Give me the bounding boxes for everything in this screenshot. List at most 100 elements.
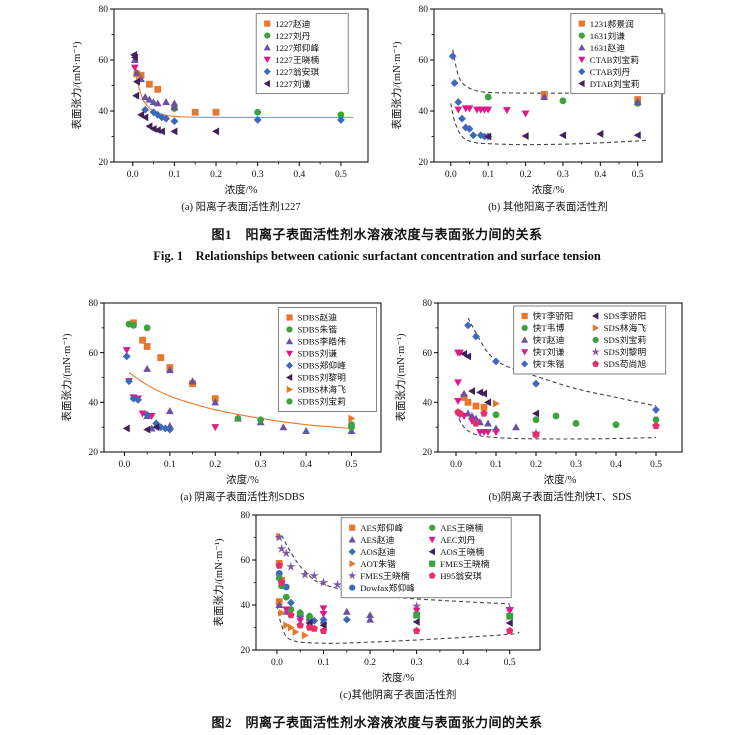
legend-label: DTAB刘宝莉 — [590, 78, 640, 89]
legend-marker — [347, 571, 357, 580]
data-point — [342, 607, 351, 615]
legend-item: AEC刘丹 — [428, 534, 476, 545]
data-point — [472, 402, 480, 410]
y-axis-label: 表面张力/(mN·m⁻¹) — [212, 538, 225, 627]
y-tick-label: 20 — [241, 646, 251, 656]
legend-item: SDS苟尚旭 — [592, 358, 646, 369]
data-point — [492, 399, 500, 408]
data-point — [211, 398, 220, 406]
legend-box: AES郑仰峰AES赵迪AOS赵迪AOT朱锴FMES王晓楠Dowfax郑仰峰AES… — [340, 517, 512, 599]
x-tick-label: 0.3 — [411, 658, 423, 668]
data-point — [278, 608, 286, 617]
data-point — [412, 607, 421, 615]
data-point — [465, 105, 474, 113]
data-point — [132, 91, 140, 100]
x-tick-label: 0.3 — [255, 460, 267, 470]
data-point — [532, 416, 540, 424]
data-point — [348, 414, 356, 423]
data-point — [145, 80, 153, 88]
legend-label: AOS王晓楠 — [440, 546, 484, 557]
data-point — [162, 114, 170, 123]
envelope-upper — [452, 49, 649, 94]
data-point — [460, 389, 468, 397]
x-axis-label: 浓度/% — [226, 473, 259, 486]
data-point — [310, 616, 319, 625]
legend-label: SDBS郑仰峰 — [298, 360, 347, 371]
y-tick-label: 80 — [99, 5, 109, 15]
legend-marker — [521, 336, 529, 343]
data-point — [286, 561, 296, 571]
data-point — [484, 419, 492, 427]
legend-marker — [285, 350, 294, 358]
legend-label: FMES王晓楠 — [360, 570, 410, 581]
chart-cationic-1227: 0.0 0.1 0.2 0.3 0.4 0.5 20 40 60 80 浓度/% 表面张力/(mN·m… — [68, 2, 380, 220]
x-axis-label: 浓度/% — [532, 183, 565, 196]
legend-item: 快T朱锴 — [521, 358, 565, 369]
data-point — [153, 110, 162, 119]
legend-box: SDBS赵迪SDBS朱锴SDBS李皓伟SDBS刘谦SDBS郑仰峰SDBS刘黎明S… — [278, 307, 377, 412]
data-point — [319, 610, 328, 618]
data-point — [143, 343, 151, 350]
x-tick-label: 0.4 — [300, 460, 312, 470]
legend-item: SDS林海飞 — [592, 322, 646, 333]
x-tick-label: 0.3 — [252, 170, 264, 180]
data-point — [157, 127, 165, 136]
data-point — [521, 110, 530, 118]
plot-svg: 0.0 0.1 0.2 0.3 0.4 0.5 20 40 60 80 浓度/% 表面张力/(mN·m… — [70, 5, 369, 213]
legend-marker — [592, 324, 600, 332]
data-point — [652, 416, 660, 424]
data-point — [572, 420, 580, 427]
legend-marker — [578, 20, 585, 27]
data-point — [274, 532, 284, 542]
fit-curve — [128, 372, 352, 429]
legend-marker — [348, 536, 356, 543]
data-point — [287, 598, 295, 607]
data-point — [170, 127, 178, 136]
data-point — [480, 403, 488, 411]
x-tick-label: 0.3 — [570, 460, 582, 470]
data-point — [337, 116, 345, 124]
data-point — [464, 398, 472, 406]
legend-label: SDBS朱锴 — [298, 324, 338, 335]
x-tick-label: 0.5 — [650, 460, 662, 470]
data-point — [275, 601, 284, 609]
x-tick-label: 0.1 — [490, 460, 502, 470]
legend-label: AES郑仰峰 — [360, 522, 403, 533]
data-point — [492, 411, 500, 419]
y-tick-label: 80 — [241, 511, 251, 521]
legend-marker — [521, 349, 529, 356]
legend-marker — [286, 385, 294, 394]
y-tick-label: 40 — [419, 107, 429, 117]
data-point — [411, 601, 422, 611]
legend-marker — [521, 324, 528, 332]
y-tick-label: 20 — [419, 158, 429, 168]
legend-item: 1231郝景润 — [578, 18, 634, 29]
legend-marker — [592, 312, 599, 320]
data-point — [281, 548, 291, 558]
legend-item: SDBS刘宝莉 — [286, 396, 346, 407]
legend-label: SDS刘宝莉 — [604, 334, 647, 345]
data-point — [454, 379, 462, 387]
legend-label: 1227翁安琪 — [275, 66, 319, 77]
x-tick-label: 0.0 — [271, 658, 283, 668]
legend-label: 快T韦博 — [533, 322, 565, 333]
envelope-lower — [450, 103, 649, 146]
data-point — [153, 99, 162, 107]
legend-label: 1227赵迪 — [275, 18, 310, 29]
legend-marker — [349, 524, 356, 531]
data-point — [122, 347, 131, 355]
data-point — [476, 388, 484, 397]
legend-item: SDBS朱锴 — [286, 324, 337, 335]
legend-item: SDBS林海飞 — [286, 384, 346, 395]
data-point — [652, 405, 660, 414]
data-point — [254, 108, 262, 116]
data-point — [139, 336, 146, 344]
legend-marker — [286, 326, 293, 333]
legend-item: AES王晓楠 — [429, 522, 483, 533]
legend-item: 1227王晓楠 — [263, 54, 319, 65]
legend-item: SDS李骄阳 — [592, 310, 646, 321]
legend-item: FMES王晓楠 — [429, 558, 490, 569]
data-point — [170, 117, 179, 126]
data-point — [212, 108, 220, 116]
legend-label: SDBS刘黎明 — [298, 372, 347, 383]
